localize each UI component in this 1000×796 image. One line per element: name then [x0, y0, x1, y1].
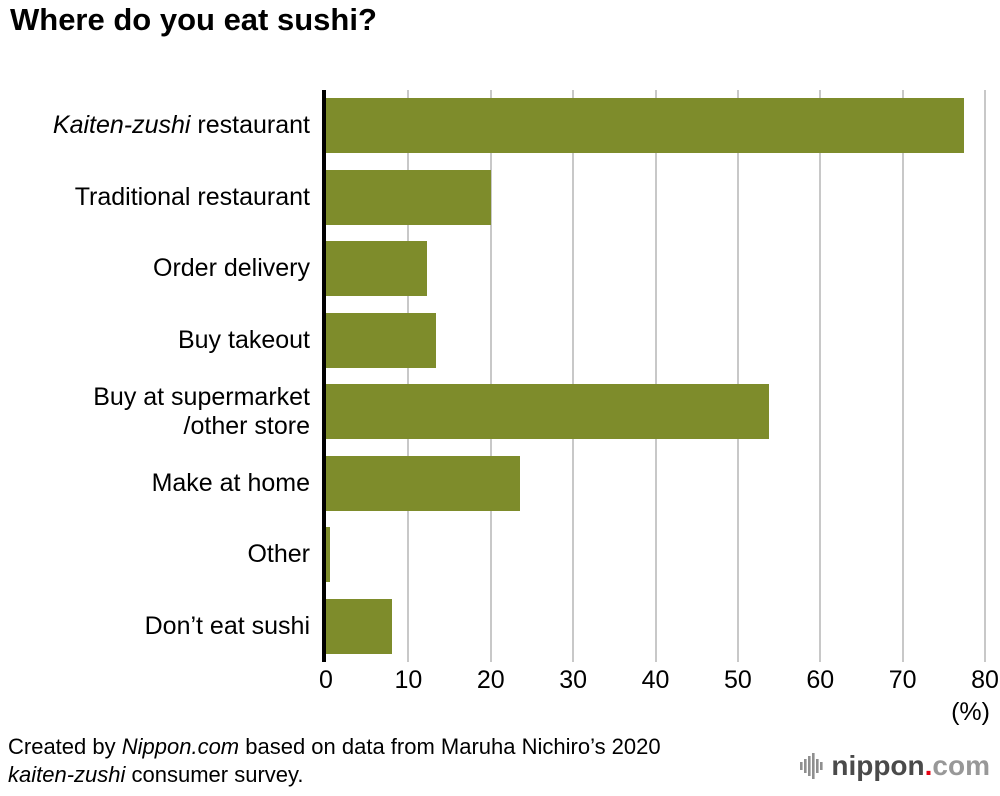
gridline [489, 90, 492, 662]
bar-6 [326, 527, 331, 583]
gridline [819, 90, 822, 662]
plot-area [322, 90, 986, 663]
bar-row [326, 376, 985, 448]
x-axis-ticks: 0 10 20 30 40 50 60 70 80 [319, 666, 999, 698]
bar-row [326, 162, 985, 234]
category-label-0: Kaiten-zushi restaurant [52, 111, 310, 140]
bar-row [326, 519, 985, 591]
category-label-6: Other [247, 540, 310, 569]
logo-dot: . [924, 750, 933, 781]
bar-3 [326, 312, 436, 368]
nippon-logo: nippon.com [800, 750, 990, 782]
gridline [407, 90, 410, 662]
bar-0 [326, 98, 965, 154]
category-label-1: Traditional restaurant [74, 182, 310, 211]
bar-4 [326, 384, 770, 440]
category-label-4: Buy at supermarket/other store [93, 382, 310, 440]
x-tick-label: 0 [319, 666, 333, 694]
x-axis-unit-label: (%) [951, 698, 990, 726]
category-label-7: Don’t eat sushi [144, 611, 310, 640]
bar-row [326, 591, 985, 663]
chart-title: Where do you eat sushi? [10, 2, 377, 37]
nippon-logo-icon [800, 751, 824, 781]
x-tick-label: 50 [723, 666, 752, 694]
x-tick-label: 70 [888, 666, 917, 694]
category-label-2: Order delivery [153, 254, 310, 283]
nippon-logo-text: nippon.com [831, 750, 990, 782]
bar-7 [326, 598, 392, 654]
credit-text: Created by Nippon.com based on data from… [8, 734, 661, 787]
x-tick-label: 20 [476, 666, 505, 694]
x-tick-label: 10 [394, 666, 423, 694]
gridline [984, 90, 986, 662]
x-tick-label: 40 [641, 666, 670, 694]
bar-2 [326, 241, 428, 297]
bar-1 [326, 169, 491, 225]
logo-word-nippon: nippon [831, 750, 925, 781]
bar-row [326, 448, 985, 520]
bar-row [326, 233, 985, 305]
gridline [572, 90, 575, 662]
logo-word-com: com [932, 750, 990, 781]
gridline [736, 90, 739, 662]
x-tick-label: 60 [806, 666, 835, 694]
category-labels: Kaiten-zushi restaurant Traditional resta… [0, 90, 310, 662]
category-label-3: Buy takeout [177, 325, 310, 354]
x-tick-label: 80 [971, 666, 999, 694]
x-tick-label: 30 [559, 666, 588, 694]
category-label-5: Make at home [151, 468, 310, 497]
gridline [654, 90, 657, 662]
bar-row [326, 305, 985, 377]
gridline [901, 90, 904, 662]
bar-5 [326, 455, 520, 511]
bar-row [326, 90, 985, 162]
